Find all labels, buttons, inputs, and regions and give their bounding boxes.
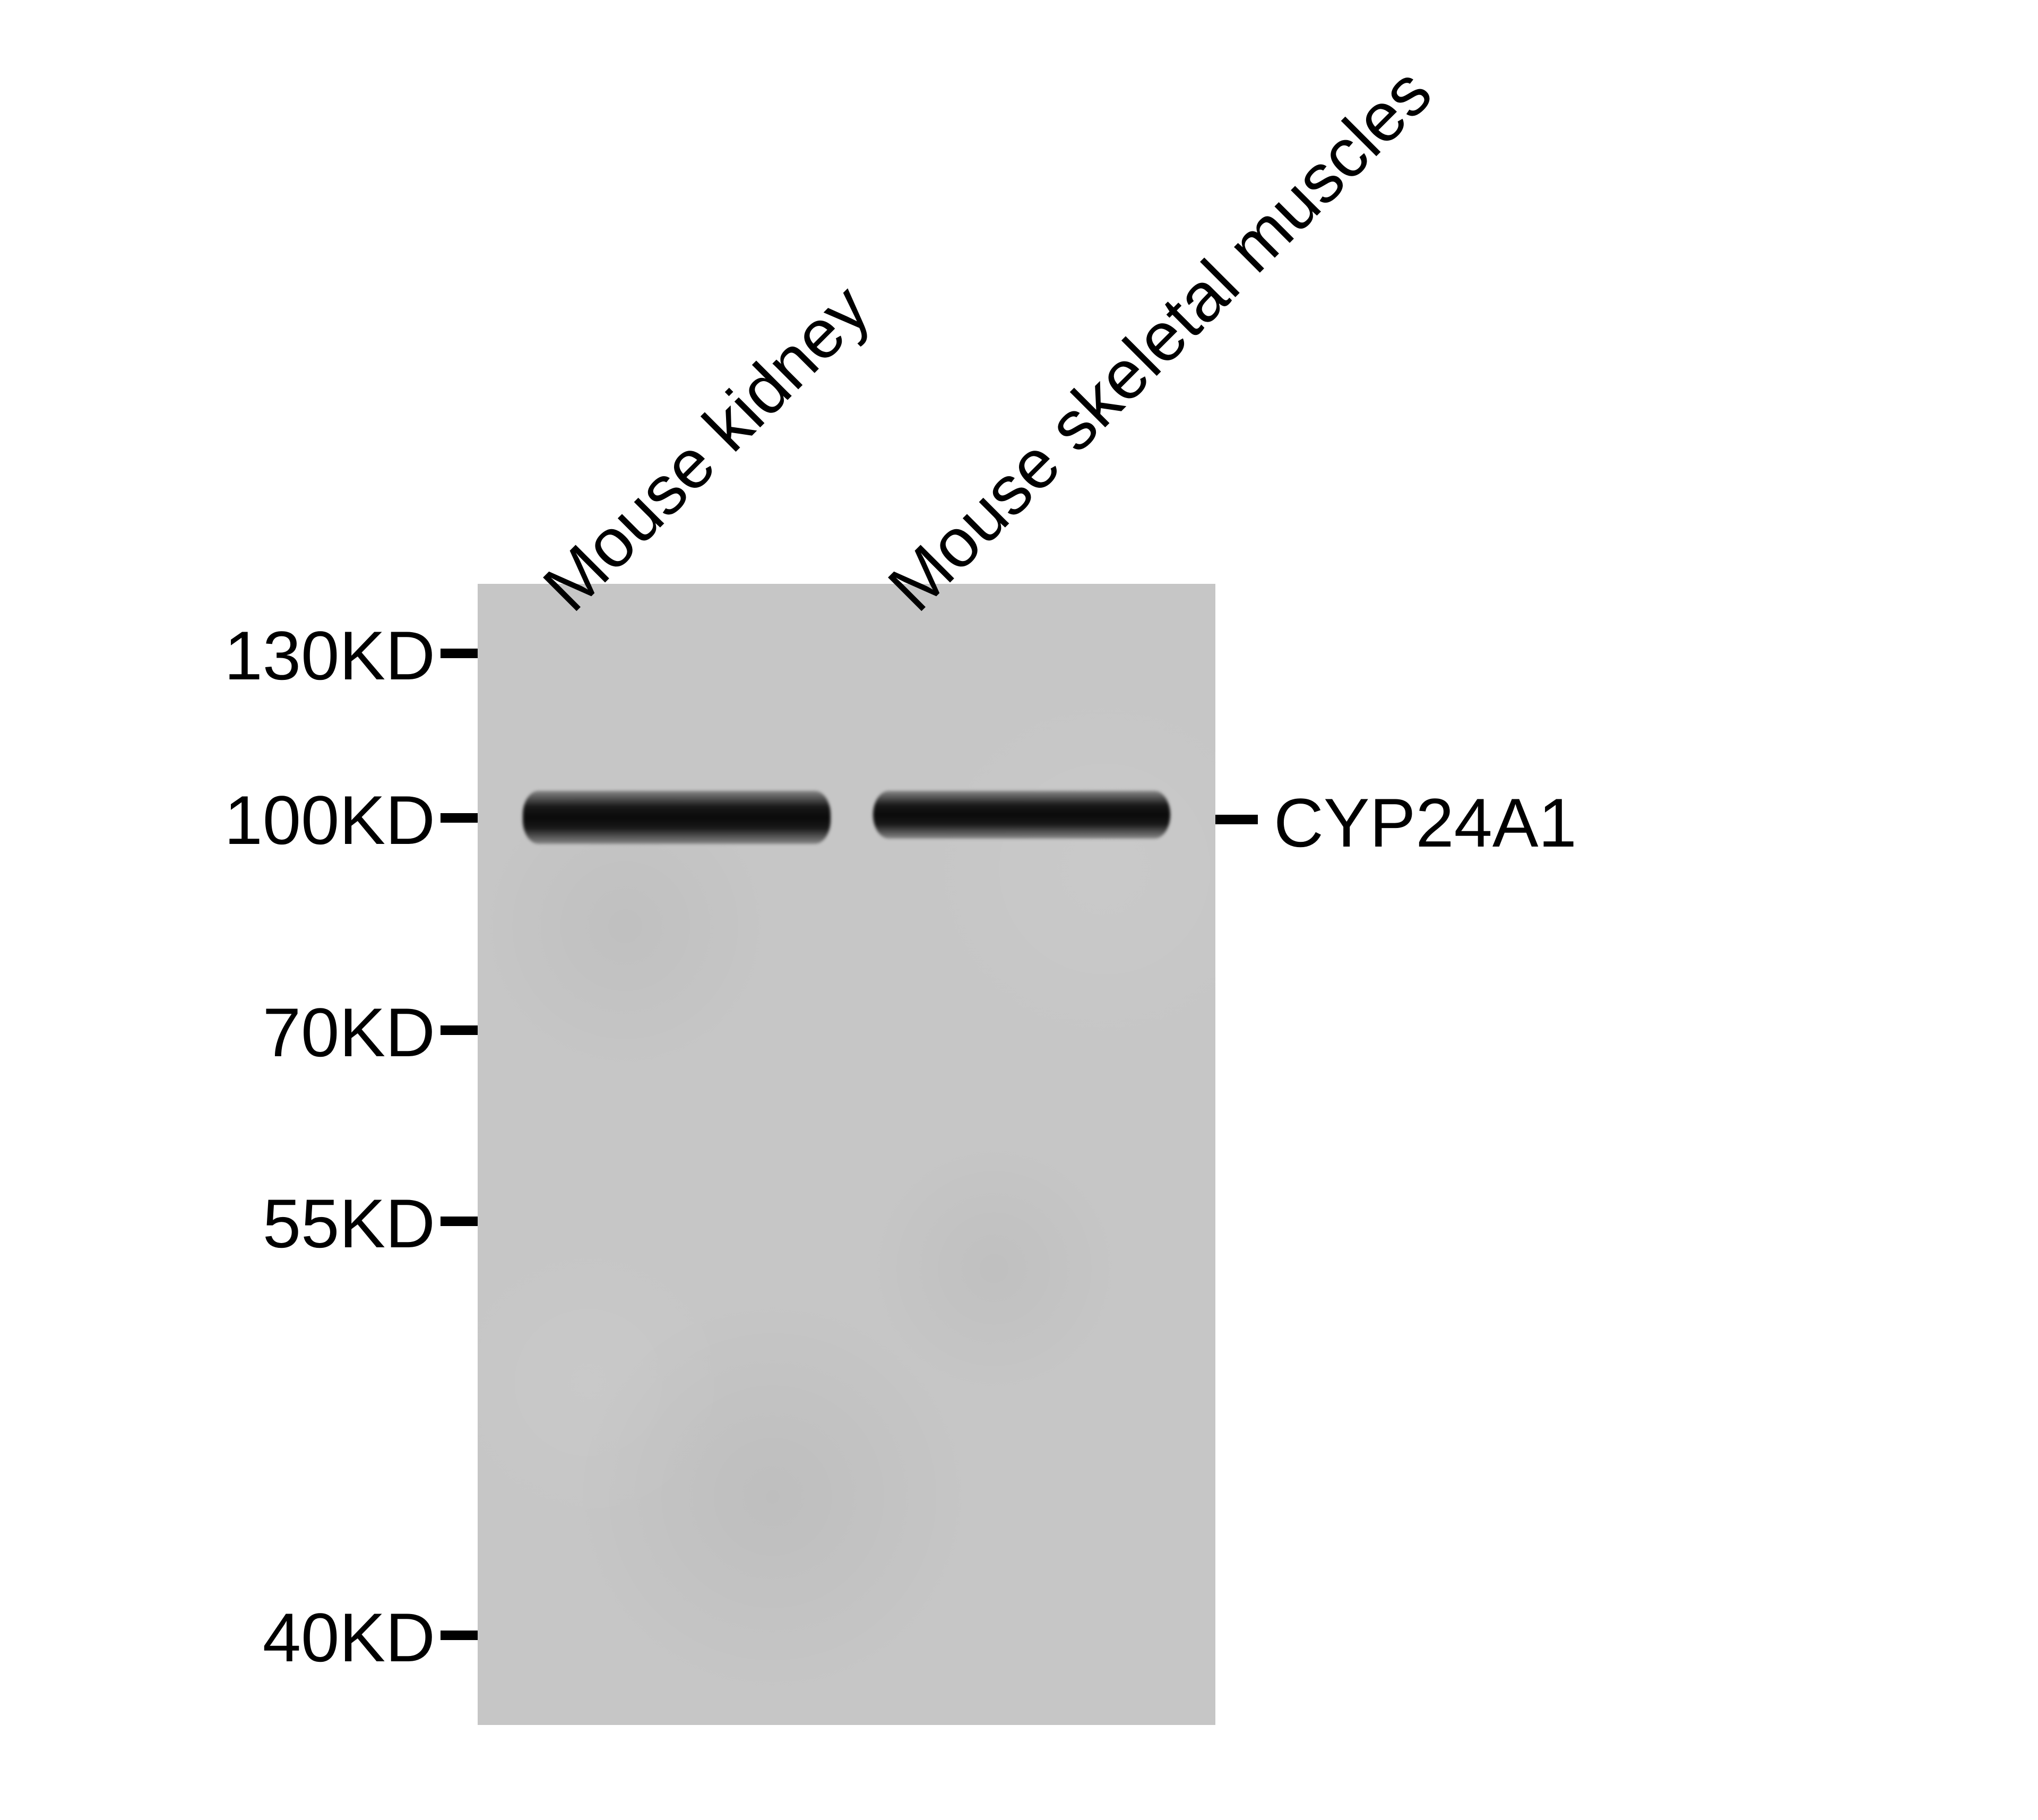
mw-label-100: 100KD — [170, 780, 435, 860]
mw-label-40: 40KD — [212, 1598, 435, 1677]
protein-tick — [1215, 815, 1258, 824]
mw-label-55: 55KD — [212, 1184, 435, 1263]
western-blot-figure: Mouse kidney Mouse skeletal muscles 130K… — [0, 0, 2038, 1820]
mw-tick-55 — [441, 1217, 478, 1226]
lane-label-1: Mouse skeletal muscles — [873, 52, 1447, 626]
protein-label: CYP24A1 — [1274, 783, 1577, 862]
mw-label-130: 130KD — [170, 616, 435, 695]
mw-label-70: 70KD — [212, 993, 435, 1072]
band-lane-1 — [873, 791, 1170, 839]
mw-tick-70 — [441, 1025, 478, 1035]
blot-background-noise — [478, 584, 1215, 1725]
mw-tick-100 — [441, 813, 478, 823]
lane-label-0: Mouse kidney — [528, 269, 885, 626]
mw-tick-130 — [441, 649, 478, 658]
mw-tick-40 — [441, 1631, 478, 1640]
band-lane-0 — [523, 791, 831, 844]
blot-membrane — [478, 584, 1215, 1725]
